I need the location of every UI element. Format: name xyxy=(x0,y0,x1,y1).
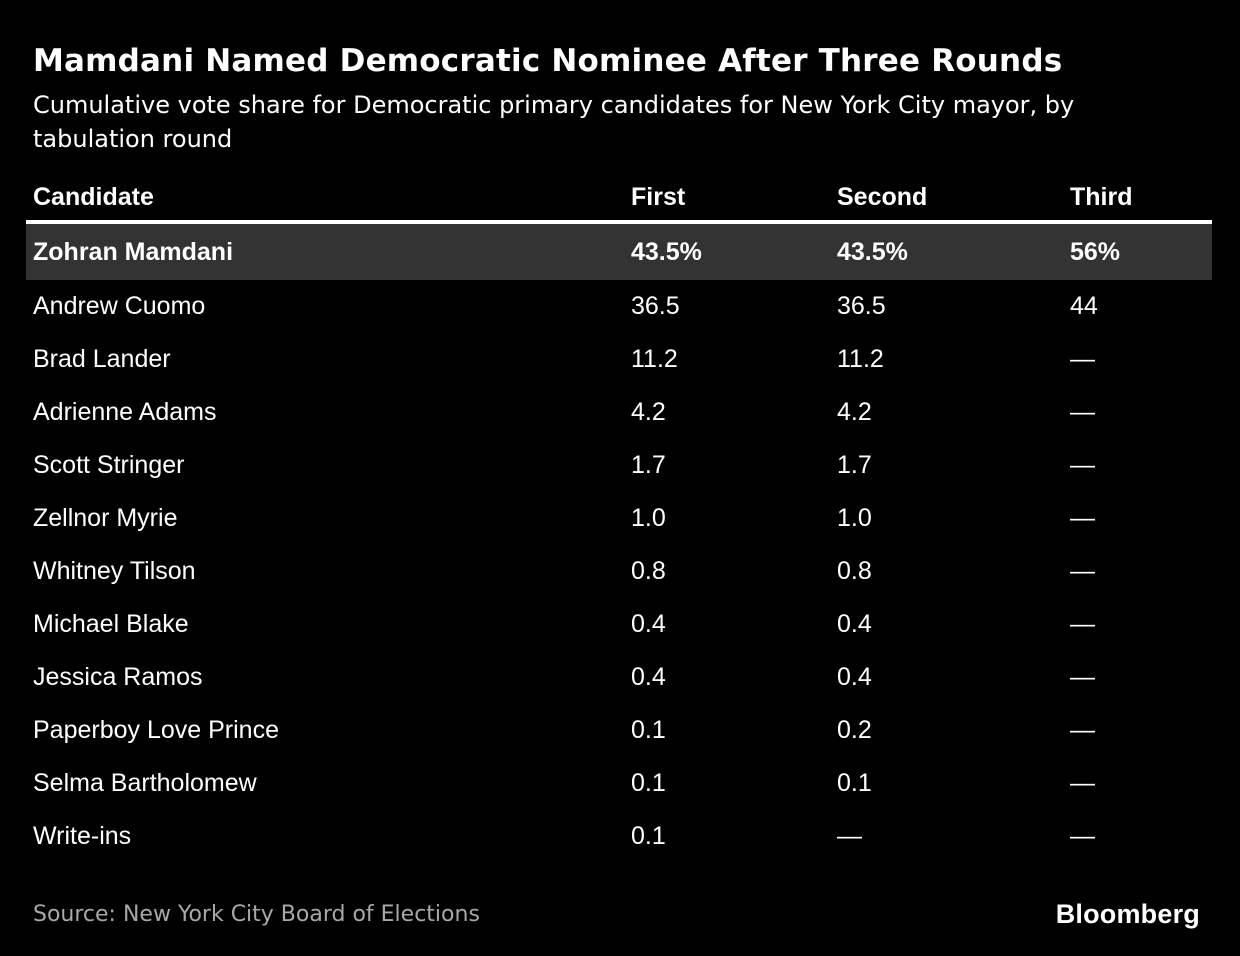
source-note: Source: New York City Board of Elections xyxy=(33,902,480,927)
third-round-value: — xyxy=(1070,398,1095,426)
third-round-value: — xyxy=(1070,504,1095,532)
candidate-name: Write-ins xyxy=(33,822,132,850)
candidate-name: Michael Blake xyxy=(33,610,189,638)
header-divider xyxy=(26,220,1212,224)
table-row: Zohran Mamdani 43.5% 43.5% 56% xyxy=(26,224,1212,280)
second-round-value: 0.4 xyxy=(837,663,872,691)
third-round-value: — xyxy=(1070,822,1095,850)
table-row: Whitney Tilson 0.8 0.8 — xyxy=(26,545,1212,598)
candidate-name: Brad Lander xyxy=(33,345,171,373)
footer: Source: New York City Board of Elections… xyxy=(33,899,1200,930)
second-round-value: 0.2 xyxy=(837,716,872,744)
candidate-name: Andrew Cuomo xyxy=(33,292,206,320)
column-header-third: Third xyxy=(1070,182,1133,211)
first-round-value: 0.1 xyxy=(631,822,666,850)
third-round-value: — xyxy=(1070,610,1095,638)
first-round-value: 1.0 xyxy=(631,504,666,532)
second-round-value: 11.2 xyxy=(837,345,884,373)
candidate-name: Zellnor Myrie xyxy=(33,504,178,532)
table-row: Andrew Cuomo 36.5 36.5 44 xyxy=(26,280,1212,333)
first-round-value: 4.2 xyxy=(631,398,666,426)
column-header-candidate: Candidate xyxy=(33,182,154,211)
chart-graphic: Mamdani Named Democratic Nominee After T… xyxy=(0,42,1240,956)
results-table: Candidate First Second Third Zohran Mamd… xyxy=(26,174,1212,863)
second-round-value: 0.1 xyxy=(837,769,872,797)
third-round-value: — xyxy=(1070,451,1095,479)
second-round-value: 0.8 xyxy=(837,557,872,585)
candidate-name: Zohran Mamdani xyxy=(33,237,234,266)
page-title: Mamdani Named Democratic Nominee After T… xyxy=(33,43,1063,79)
column-header-second: Second xyxy=(837,182,928,211)
first-round-value: 1.7 xyxy=(631,451,666,479)
third-round-value: — xyxy=(1070,557,1095,585)
table-row: Jessica Ramos 0.4 0.4 — xyxy=(26,651,1212,704)
second-round-value: — xyxy=(837,822,862,850)
third-round-value: — xyxy=(1070,345,1095,373)
table-row: Paperboy Love Prince 0.1 0.2 — xyxy=(26,704,1212,757)
candidate-name: Scott Stringer xyxy=(33,451,185,479)
third-round-value: — xyxy=(1070,663,1095,691)
second-round-value: 4.2 xyxy=(837,398,872,426)
table-row: Brad Lander 11.2 11.2 — xyxy=(26,333,1212,386)
candidate-name: Paperboy Love Prince xyxy=(33,716,279,744)
table-row: Selma Bartholomew 0.1 0.1 — xyxy=(26,757,1212,810)
third-round-value: — xyxy=(1070,716,1095,744)
third-round-value: 44 xyxy=(1070,292,1098,320)
table-row: Zellnor Myrie 1.0 1.0 — xyxy=(26,492,1212,545)
column-header-first: First xyxy=(631,182,686,211)
first-round-value: 11.2 xyxy=(631,345,678,373)
third-round-value: 56% xyxy=(1070,237,1121,266)
second-round-value: 1.7 xyxy=(837,451,872,479)
candidate-name: Selma Bartholomew xyxy=(33,769,257,797)
first-round-value: 0.1 xyxy=(631,716,666,744)
table-row: Adrienne Adams 4.2 4.2 — xyxy=(26,386,1212,439)
table-row: Write-ins 0.1 — — xyxy=(26,810,1212,863)
first-round-value: 43.5% xyxy=(631,237,702,266)
second-round-value: 1.0 xyxy=(837,504,872,532)
first-round-value: 36.5 xyxy=(631,292,680,320)
second-round-value: 36.5 xyxy=(837,292,886,320)
second-round-value: 43.5% xyxy=(837,237,908,266)
candidate-name: Adrienne Adams xyxy=(33,398,217,426)
first-round-value: 0.4 xyxy=(631,663,666,691)
third-round-value: — xyxy=(1070,769,1095,797)
first-round-value: 0.1 xyxy=(631,769,666,797)
table-header-row: Candidate First Second Third xyxy=(26,174,1212,220)
page-subtitle: Cumulative vote share for Democratic pri… xyxy=(33,91,1075,153)
table-row: Scott Stringer 1.7 1.7 — xyxy=(26,439,1212,492)
candidate-name: Jessica Ramos xyxy=(33,663,203,691)
candidate-name: Whitney Tilson xyxy=(33,557,196,585)
second-round-value: 0.4 xyxy=(837,610,872,638)
first-round-value: 0.4 xyxy=(631,610,666,638)
bloomberg-logo: Bloomberg xyxy=(1055,899,1200,929)
first-round-value: 0.8 xyxy=(631,557,666,585)
table-row: Michael Blake 0.4 0.4 — xyxy=(26,598,1212,651)
